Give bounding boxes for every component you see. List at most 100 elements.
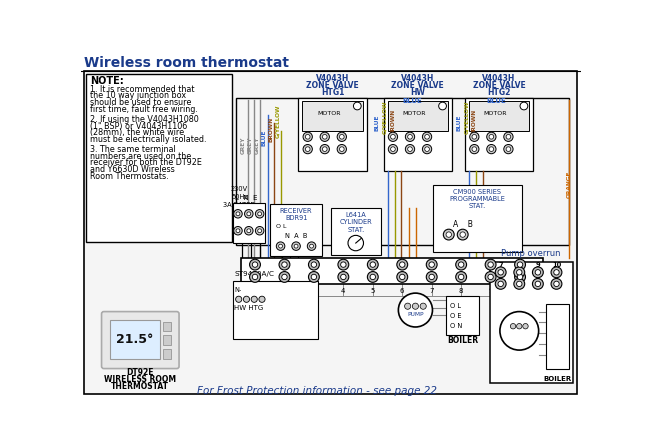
Circle shape: [337, 144, 346, 154]
Text: CYLINDER: CYLINDER: [339, 219, 372, 225]
Text: CM900 SERIES: CM900 SERIES: [453, 189, 501, 195]
Text: 7: 7: [499, 261, 503, 268]
Circle shape: [320, 144, 330, 154]
Text: MOTOR: MOTOR: [402, 111, 426, 116]
Bar: [446, 296, 479, 335]
Text: O E: O E: [547, 342, 558, 346]
Circle shape: [252, 274, 258, 280]
Text: STAT.: STAT.: [347, 227, 364, 233]
Text: Room Thermostats.: Room Thermostats.: [90, 173, 168, 181]
Text: L641A: L641A: [345, 211, 366, 218]
Text: STAT.: STAT.: [469, 203, 486, 209]
Circle shape: [514, 267, 524, 278]
Circle shape: [244, 227, 253, 235]
Text: G/YELLOW: G/YELLOW: [464, 101, 469, 135]
Circle shape: [446, 232, 452, 237]
Text: N-: N-: [234, 287, 241, 293]
Text: 2. If using the V4043H1080: 2. If using the V4043H1080: [90, 114, 199, 123]
Circle shape: [470, 144, 479, 154]
Text: ORANGE: ORANGE: [566, 171, 571, 198]
Circle shape: [279, 259, 290, 270]
Text: RECEIVER: RECEIVER: [280, 208, 312, 214]
Text: HTG1: HTG1: [321, 88, 344, 97]
Circle shape: [255, 227, 264, 235]
Text: should be used to ensure: should be used to ensure: [90, 98, 192, 107]
Text: 2: 2: [283, 288, 286, 294]
Circle shape: [307, 242, 316, 250]
Circle shape: [554, 270, 559, 275]
Text: O L: O L: [547, 331, 558, 336]
Circle shape: [504, 144, 513, 154]
Text: PROGRAMMABLE: PROGRAMMABLE: [450, 196, 506, 202]
Circle shape: [498, 270, 503, 275]
Text: (1" BSP) or V4043H1106: (1" BSP) or V4043H1106: [90, 122, 187, 131]
Text: BLUE: BLUE: [487, 98, 506, 105]
Circle shape: [310, 244, 313, 248]
Text: BROWN: BROWN: [390, 110, 395, 135]
Circle shape: [456, 271, 466, 283]
Circle shape: [460, 232, 466, 237]
Circle shape: [399, 262, 405, 267]
Circle shape: [517, 274, 522, 280]
Circle shape: [533, 278, 543, 289]
Circle shape: [294, 244, 298, 248]
Text: must be electrically isolated.: must be electrically isolated.: [90, 135, 206, 144]
Circle shape: [243, 296, 250, 302]
Circle shape: [472, 135, 477, 139]
Text: HW HTG: HW HTG: [234, 305, 263, 311]
Text: A    B: A B: [453, 220, 473, 229]
Text: first time, fault free wiring.: first time, fault free wiring.: [90, 105, 198, 114]
Circle shape: [339, 135, 344, 139]
Circle shape: [341, 274, 346, 280]
Circle shape: [488, 262, 493, 267]
Text: O L: O L: [450, 303, 461, 309]
Text: BLUE: BLUE: [402, 98, 422, 105]
Circle shape: [426, 271, 437, 283]
Circle shape: [391, 135, 395, 139]
Circle shape: [233, 210, 243, 218]
FancyBboxPatch shape: [101, 312, 179, 369]
Bar: [270, 204, 322, 256]
Circle shape: [426, 259, 437, 270]
Text: G/YELLOW: G/YELLOW: [276, 105, 281, 138]
Text: N  E  L: N E L: [406, 304, 425, 309]
Bar: [86, 74, 232, 241]
Text: MOTOR: MOTOR: [484, 111, 507, 116]
Circle shape: [533, 267, 543, 278]
Bar: [490, 261, 573, 383]
Circle shape: [311, 274, 317, 280]
Text: L  N  E: L N E: [235, 195, 257, 201]
Circle shape: [420, 303, 426, 309]
Text: 8: 8: [517, 261, 522, 268]
Text: BLUE: BLUE: [262, 130, 267, 146]
Text: ZONE VALVE: ZONE VALVE: [473, 81, 526, 90]
Circle shape: [388, 144, 397, 154]
Circle shape: [236, 212, 240, 216]
Circle shape: [399, 274, 405, 280]
Text: V4043H: V4043H: [401, 74, 435, 83]
Circle shape: [515, 271, 526, 283]
Circle shape: [348, 236, 364, 251]
Text: O N: O N: [450, 323, 462, 329]
Circle shape: [244, 210, 253, 218]
Bar: [163, 321, 170, 331]
Circle shape: [551, 278, 562, 289]
Text: HTG2: HTG2: [488, 88, 511, 97]
Circle shape: [459, 262, 464, 267]
Circle shape: [368, 271, 378, 283]
Text: BOILER: BOILER: [543, 376, 571, 382]
Circle shape: [292, 242, 301, 250]
Text: (28mm), the white wire: (28mm), the white wire: [90, 128, 184, 137]
Text: For Frost Protection information - see page 22: For Frost Protection information - see p…: [197, 386, 437, 396]
Bar: [465, 98, 533, 172]
Circle shape: [303, 132, 312, 141]
Circle shape: [535, 281, 541, 287]
Circle shape: [305, 147, 310, 152]
Circle shape: [517, 262, 522, 267]
Text: 230V
50Hz
3A RATED: 230V 50Hz 3A RATED: [223, 186, 255, 208]
Circle shape: [485, 259, 496, 270]
Text: BROWN: BROWN: [269, 117, 273, 142]
Circle shape: [308, 259, 319, 270]
Circle shape: [405, 144, 415, 154]
Text: ZONE VALVE: ZONE VALVE: [306, 81, 359, 90]
